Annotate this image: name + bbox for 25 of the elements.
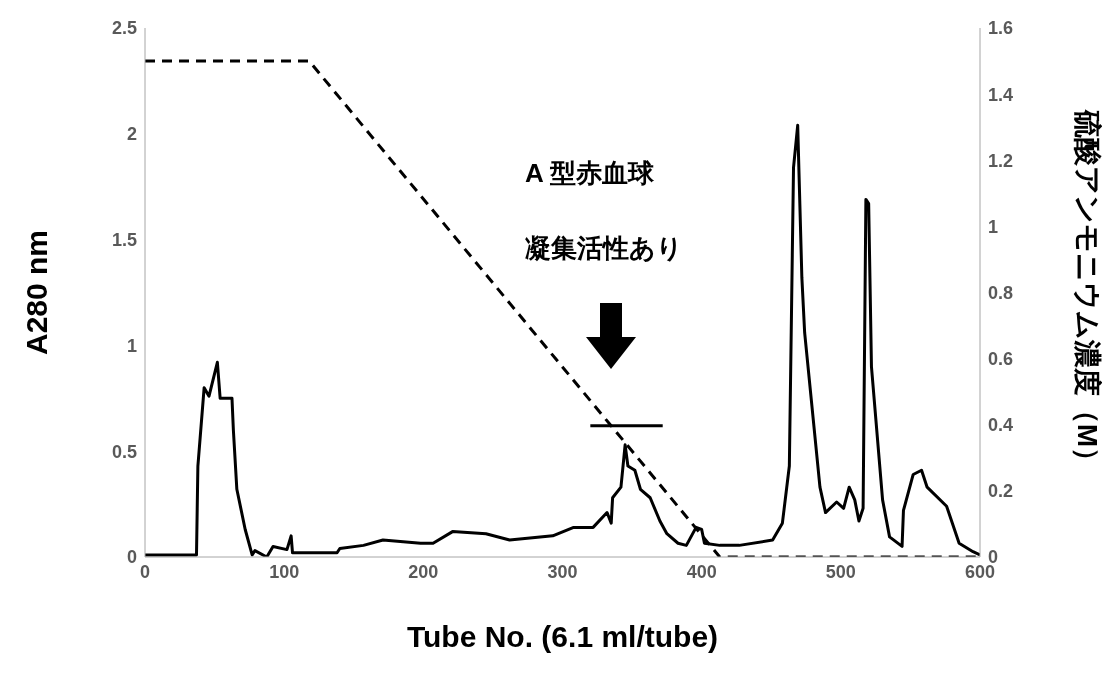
y2-tick-label: 0.2: [988, 481, 1014, 502]
x-tick-label: 300: [547, 561, 578, 582]
y-tick-label: 0.5: [111, 441, 137, 462]
y2-axis-title: 硫酸アンモニウム濃度（M）: [1072, 108, 1104, 476]
y2-tick-label: 1.6: [988, 18, 1014, 39]
x-tick-label: 100: [269, 561, 300, 582]
x-tick-label: 200: [408, 561, 439, 582]
y2-tick-label: 1: [988, 216, 999, 237]
y-tick-label: 1: [126, 335, 137, 356]
y-axis-title: A280 nm: [19, 229, 53, 356]
y2-tick-label: 0.8: [988, 282, 1014, 303]
y-tick-label: 2.5: [111, 18, 137, 39]
y2-tick-label: 1.4: [988, 84, 1014, 105]
x-tick-label: 400: [686, 561, 717, 582]
annotation: A 型赤血球: [525, 157, 655, 190]
y-tick-label: 1.5: [111, 229, 137, 250]
x-tick-label: 0: [139, 561, 151, 582]
y2-tick-label: 0.4: [988, 415, 1014, 436]
annotation: 凝集活性あり: [525, 232, 683, 265]
y2-tick-label: 0.6: [988, 349, 1014, 370]
y-tick-label: 0: [126, 547, 137, 568]
y-tick-label: 2: [126, 124, 137, 145]
y2-tick-label: 1.2: [988, 150, 1014, 171]
x-axis-title: Tube No. (6.1 ml/tube): [406, 620, 719, 653]
x-tick-label: 500: [825, 561, 856, 582]
